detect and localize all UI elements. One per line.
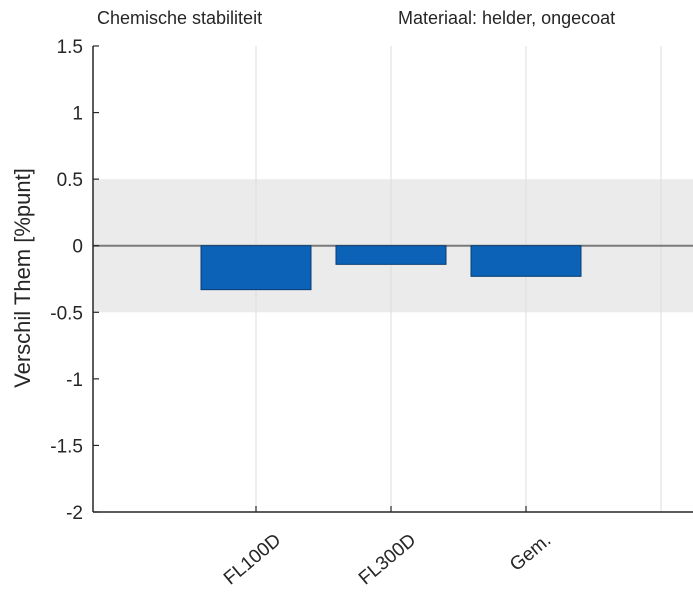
chart-title-right: Materiaal: helder, ongecoat <box>398 8 615 28</box>
bar-Gem. <box>470 245 582 277</box>
y-tick-label: 0.5 <box>57 170 83 191</box>
y-tick-label: -1 <box>66 370 83 391</box>
y-tick-label: 1.5 <box>57 37 83 58</box>
y-tick-label: -2 <box>66 503 83 524</box>
bar-FL300D <box>335 245 447 265</box>
y-tick-label: -1.5 <box>50 436 83 457</box>
y-tick-label: -0.5 <box>50 303 83 324</box>
y-axis-label: Verschil Them [%punt] <box>10 168 35 388</box>
y-tick-label: 0 <box>72 237 83 258</box>
chart-title-left: Chemische stabiliteit <box>97 8 262 28</box>
bar-FL100D <box>200 245 312 291</box>
y-tick-label: 1 <box>72 104 83 125</box>
